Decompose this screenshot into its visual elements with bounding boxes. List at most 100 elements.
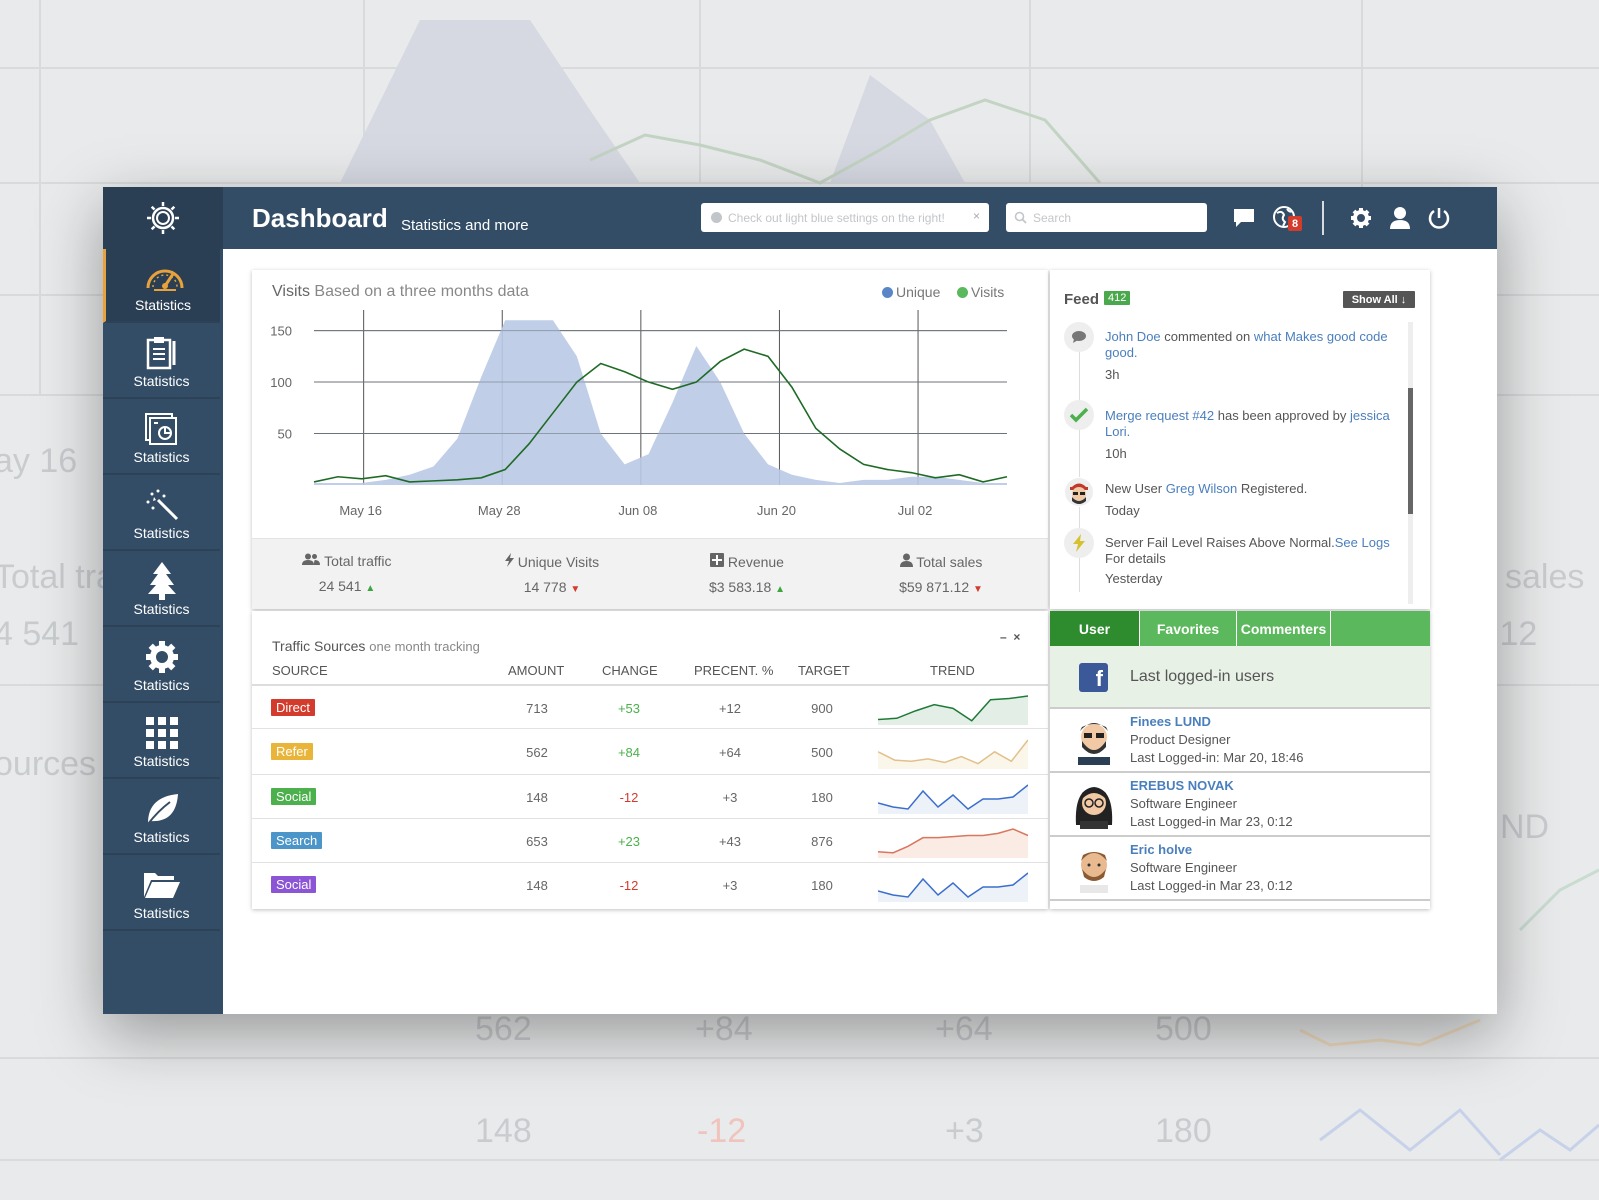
x-tick-label: Jun 20: [757, 503, 796, 518]
user-tabs: User Favorites Commenters: [1050, 611, 1430, 646]
cell-change: -12: [619, 790, 639, 805]
feed-scrollbar-thumb[interactable]: [1408, 388, 1413, 514]
legend-dot-visits: [957, 286, 968, 298]
source-tag[interactable]: Social: [271, 788, 317, 805]
trend-fill: [878, 785, 1028, 814]
legend-unique[interactable]: Unique: [882, 284, 940, 300]
table-row[interactable]: Social 148 -12 +3 180: [252, 862, 1048, 906]
source-tag[interactable]: Social: [271, 876, 317, 893]
sidebar-item-statistics[interactable]: Statistics: [103, 781, 220, 855]
hint-input[interactable]: Check out light blue settings on the rig…: [701, 203, 989, 232]
cell-percent: +3: [722, 878, 738, 893]
x-tick-label: May 16: [339, 503, 382, 518]
sidebar-item-statistics[interactable]: Statistics: [103, 857, 220, 931]
sidebar-item-label: Statistics: [133, 905, 190, 921]
user-row[interactable]: Finees LUND Product Designer Last Logged…: [1050, 709, 1430, 773]
bg-text: sales: [1505, 558, 1585, 596]
dashboard-window: Dashboard Statistics and more Check out …: [103, 187, 1497, 1014]
trend-line: [878, 828, 1028, 854]
stat-total-sales: Total sales $59 871.12 ▼: [846, 553, 1036, 595]
stat-unique-visits: Unique Visits 14 778 ▼: [457, 553, 647, 595]
feed-link[interactable]: jessica Lori.: [1105, 408, 1390, 439]
feed-link[interactable]: what Makes good code good.: [1105, 329, 1388, 360]
feed-count-badge: 412: [1104, 291, 1131, 305]
cell-change: +53: [617, 701, 641, 716]
table-row[interactable]: Social 148 -12 +3 180: [252, 774, 1048, 818]
reports-icon: [103, 409, 220, 449]
user-role: Software Engineer: [1130, 860, 1237, 875]
sidebar-item-statistics[interactable]: Statistics: [103, 401, 220, 475]
table-row[interactable]: Direct 713 +53 +12 900: [252, 684, 1048, 728]
last-logged-title: Last logged-in users: [1130, 668, 1275, 685]
power-icon[interactable]: [1426, 205, 1452, 231]
source-tag[interactable]: Refer: [271, 743, 313, 760]
user-name[interactable]: Finees LUND: [1130, 714, 1211, 729]
feed-text: Server Fail Level Raises Above Normal.: [1105, 535, 1335, 550]
table-row[interactable]: Refer 562 +84 +64 500: [252, 728, 1048, 774]
comment-icon: [1064, 322, 1094, 352]
close-icon[interactable]: ×: [1013, 630, 1021, 644]
source-tag[interactable]: Search: [271, 832, 323, 849]
table-row[interactable]: Search 653 +23 +43 876: [252, 818, 1048, 862]
column-header-change[interactable]: CHANGE: [602, 663, 658, 678]
column-header-amount[interactable]: AMOUNT: [508, 663, 565, 678]
users-icon: [302, 553, 324, 569]
feed-time: Yesterday: [1105, 571, 1163, 586]
sidebar-item-statistics[interactable]: Statistics: [103, 477, 220, 551]
stat-label: Unique Visits: [517, 554, 600, 570]
feed-item[interactable]: Server Fail Level Raises Above Normal.Se…: [1105, 535, 1400, 587]
feed-item[interactable]: John Doe commented on what Makes good co…: [1105, 329, 1400, 383]
chat-icon[interactable]: [1231, 205, 1257, 231]
cell-percent: +3: [722, 790, 738, 805]
tab-commenters[interactable]: Commenters: [1237, 611, 1331, 646]
search-placeholder: Search: [1033, 210, 1072, 225]
info-icon: [711, 212, 722, 223]
bg-text: ay 16: [0, 442, 78, 480]
column-header-source[interactable]: SOURCE: [272, 663, 328, 678]
feed-link[interactable]: Greg Wilson: [1165, 481, 1238, 496]
legend-visits[interactable]: Visits: [957, 284, 1004, 300]
sidebar-item-statistics[interactable]: Statistics: [103, 705, 220, 779]
user-last-login: Last Logged-in Mar 23, 0:12: [1130, 878, 1293, 893]
column-header-trend[interactable]: TREND: [930, 663, 975, 678]
legend-dot-unique: [882, 286, 893, 298]
visits-chart: 50 100 150 May 16 May 28 Jun 08 Jun 20 Jul 02: [270, 310, 1008, 518]
clear-hint-icon[interactable]: ×: [972, 209, 980, 223]
user-name[interactable]: Eric holve: [1130, 842, 1193, 857]
settings-gear-icon[interactable]: [1348, 205, 1374, 231]
logo[interactable]: [103, 187, 223, 249]
sidebar-item-statistics[interactable]: Statistics: [103, 553, 220, 627]
feed-link[interactable]: Merge request #42: [1105, 408, 1215, 423]
bg-text: ources: [0, 745, 97, 783]
sidebar-item-statistics[interactable]: Statistics: [103, 249, 220, 323]
folder-icon: [103, 865, 220, 905]
minimize-icon[interactable]: –: [1000, 630, 1007, 644]
bg-text: +3: [945, 1112, 984, 1150]
cell-amount: 562: [526, 745, 548, 760]
tab-user[interactable]: User: [1050, 611, 1140, 646]
stat-label: Total traffic: [324, 553, 392, 569]
user-row[interactable]: Eric holve Software Engineer Last Logged…: [1050, 837, 1430, 901]
down-arrow-icon: ▼: [973, 584, 983, 595]
feed-item[interactable]: Merge request #42 has been approved by j…: [1105, 408, 1400, 462]
bg-text: -12: [697, 1112, 747, 1150]
tab-favorites[interactable]: Favorites: [1140, 611, 1237, 646]
search-input[interactable]: Search: [1006, 203, 1207, 232]
x-tick-label: May 28: [478, 503, 521, 518]
stat-label: Revenue: [727, 554, 784, 570]
feed-link[interactable]: See Logs: [1334, 535, 1390, 550]
user-icon: [899, 553, 917, 570]
user-row[interactable]: EREBUS NOVAK Software Engineer Last Logg…: [1050, 773, 1430, 837]
sidebar-item-statistics[interactable]: Statistics: [103, 325, 220, 399]
column-header-percent[interactable]: PRECENT. %: [694, 663, 774, 678]
user-name[interactable]: EREBUS NOVAK: [1130, 778, 1234, 793]
lightning-icon: [504, 553, 518, 570]
globe-notifications-icon[interactable]: 8: [1272, 205, 1302, 231]
user-profile-icon[interactable]: [1387, 205, 1413, 231]
feed-item[interactable]: New User Greg Wilson Registered. Today: [1105, 481, 1400, 519]
sidebar-item-statistics[interactable]: Statistics: [103, 629, 220, 703]
show-all-button[interactable]: Show All ↓: [1343, 291, 1415, 308]
feed-link[interactable]: John Doe: [1105, 329, 1161, 344]
source-tag[interactable]: Direct: [271, 699, 315, 716]
column-header-target[interactable]: TARGET: [798, 663, 850, 678]
